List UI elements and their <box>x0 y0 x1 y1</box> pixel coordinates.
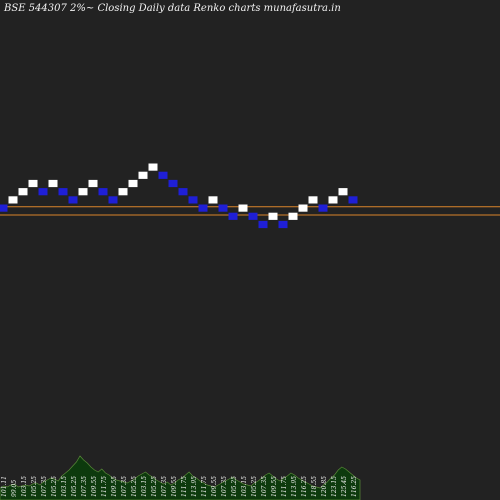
brick-label: 105.25 <box>71 476 78 497</box>
renko-brick-down <box>38 188 48 196</box>
brick-label: 118.55 <box>311 476 318 497</box>
renko-brick-down <box>108 196 118 204</box>
brick-label: 116.25 <box>351 476 358 497</box>
brick-label: 111.75 <box>101 476 108 497</box>
brick-label: 107.35 <box>81 476 88 497</box>
brick-label: 107.35 <box>221 476 228 497</box>
renko-brick-up <box>338 188 348 196</box>
renko-brick-down <box>218 204 228 212</box>
renko-brick-down <box>68 196 78 204</box>
renko-brick-down <box>348 196 358 204</box>
brick-label: 107.35 <box>161 476 168 497</box>
renko-brick-down <box>248 212 258 220</box>
renko-brick-down <box>258 220 268 229</box>
brick-label: 103.15 <box>21 476 28 497</box>
renko-brick-down <box>198 204 208 212</box>
renko-brick-up <box>298 204 308 212</box>
renko-brick-down <box>168 179 178 188</box>
renko-brick-up <box>268 212 278 220</box>
renko-brick-down <box>188 196 198 204</box>
brick-label: 113.95 <box>191 476 198 497</box>
renko-brick-up <box>18 188 28 196</box>
renko-brick-up <box>8 196 18 204</box>
brick-label: 101.11 <box>1 476 8 497</box>
brick-label: 109.55 <box>271 476 278 497</box>
brick-label: 105.25 <box>231 476 238 497</box>
brick-label: 116.25 <box>301 476 308 497</box>
renko-brick-up <box>78 188 88 196</box>
brick-label: 105.25 <box>151 476 158 497</box>
brick-label: 105.25 <box>51 476 58 497</box>
brick-label: 107.35 <box>41 476 48 497</box>
renko-brick-down <box>58 188 68 196</box>
renko-brick-up <box>288 212 298 220</box>
brick-label: 113.95 <box>291 476 298 497</box>
renko-brick-down <box>278 220 288 229</box>
renko-brick-up <box>48 179 58 188</box>
renko-brick-up <box>208 196 218 204</box>
volume-area <box>0 455 361 500</box>
renko-bricks <box>0 163 358 229</box>
brick-label: 123.15 <box>331 476 338 497</box>
brick-label: 107.35 <box>121 476 128 497</box>
brick-label: 109.55 <box>171 476 178 497</box>
brick-label: 111.75 <box>201 476 208 497</box>
brick-label: 103.15 <box>61 476 68 497</box>
renko-brick-down <box>98 188 108 196</box>
renko-brick-up <box>238 204 248 212</box>
renko-brick-up <box>138 171 148 179</box>
brick-label: 125.45 <box>341 476 348 497</box>
brick-label: 105.25 <box>251 476 258 497</box>
brick-label: 109.55 <box>211 476 218 497</box>
renko-brick-up <box>88 179 98 188</box>
renko-brick-up <box>128 179 138 188</box>
brick-label: 103.15 <box>141 476 148 497</box>
brick-label: 111.75 <box>181 476 188 497</box>
brick-label: 103.15 <box>241 476 248 497</box>
brick-label: 107.35 <box>261 476 268 497</box>
brick-label: 109.55 <box>111 476 118 497</box>
renko-brick-down <box>178 188 188 196</box>
brick-price-labels: 101.11 99.05 103.15 105.25 107.35 105.25 103.1… <box>1 476 358 497</box>
brick-label: 99.05 <box>11 480 18 497</box>
renko-brick-down <box>318 204 328 212</box>
renko-brick-up <box>28 179 38 188</box>
brick-label: 105.25 <box>31 476 38 497</box>
chart-title: BSE 544307 2%~ Closing Daily data Renko … <box>3 3 341 14</box>
renko-brick-down <box>158 171 168 179</box>
renko-brick-up <box>118 188 128 196</box>
renko-brick-down <box>228 212 238 220</box>
renko-brick-up <box>328 196 338 204</box>
brick-label: 109.55 <box>91 476 98 497</box>
renko-brick-up <box>308 196 318 204</box>
volume-area-path <box>0 455 361 500</box>
renko-brick-down <box>0 204 8 212</box>
brick-label: 120.85 <box>321 476 328 497</box>
brick-label: 111.75 <box>281 476 288 497</box>
brick-label: 105.25 <box>131 476 138 497</box>
renko-brick-up <box>148 163 158 171</box>
